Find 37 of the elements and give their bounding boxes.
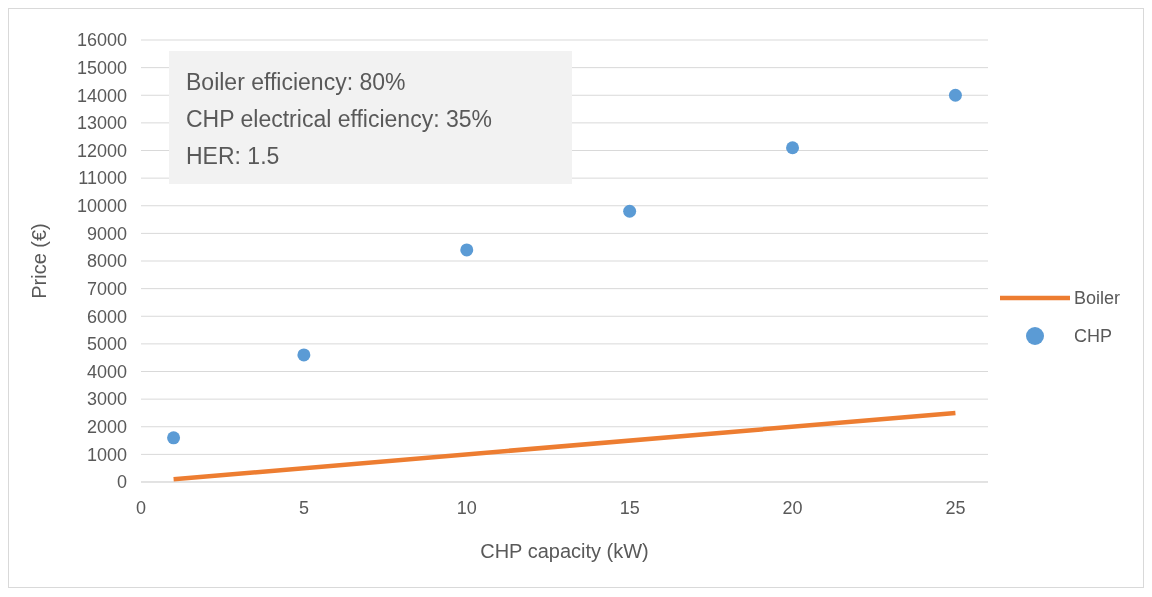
point <box>167 431 181 445</box>
point <box>623 204 637 218</box>
y-axis-title: Price (€) <box>28 223 50 299</box>
y-tick-label: 1000 <box>86 444 127 465</box>
y-tick-label: 7000 <box>86 278 127 299</box>
y-tick-label: 5000 <box>86 334 127 355</box>
y-tick-label: 14000 <box>76 85 127 106</box>
y-tick-label: 12000 <box>76 140 127 161</box>
x-tick-label: 15 <box>619 498 640 518</box>
legend-label: Boiler <box>1074 288 1121 309</box>
annotation: Boiler efficiency: 80% <box>186 69 406 95</box>
point <box>297 348 311 362</box>
y-tick-label: 3000 <box>86 389 127 410</box>
y-tick-label: 15000 <box>76 57 127 78</box>
y-tick-label: 10000 <box>76 196 127 217</box>
y-tick-label: 0 <box>116 472 127 493</box>
point <box>948 88 962 102</box>
y-tick-label: 9000 <box>86 223 127 244</box>
y-tick-label: 13000 <box>76 113 127 134</box>
note-box: Boiler efficiency: 80% CHP electrical efficiency: 35% HER: 1.5 <box>169 51 572 184</box>
x-axis-title: CHP capacity (kW) <box>480 540 649 562</box>
y-tick-label: 16000 <box>76 30 127 51</box>
x-tick-label: 10 <box>456 498 477 518</box>
legend-label: CHP <box>1074 326 1113 347</box>
point <box>786 141 800 155</box>
x-tick-label: 0 <box>135 498 147 518</box>
y-tick-label: 6000 <box>86 306 127 327</box>
annotation: HER: 1.5 <box>186 143 280 169</box>
y-tick-label: 8000 <box>86 251 127 272</box>
x-tick-label: 5 <box>298 498 309 518</box>
x-tick-label: 25 <box>945 498 966 518</box>
y-tick-label: 2000 <box>86 417 127 438</box>
y-tick-label: 11000 <box>78 168 127 189</box>
y-tick-label: 4000 <box>86 361 127 382</box>
x-tick-label: 20 <box>782 498 803 518</box>
point <box>460 243 474 257</box>
annotation: CHP electrical efficiency: 35% <box>186 106 492 132</box>
